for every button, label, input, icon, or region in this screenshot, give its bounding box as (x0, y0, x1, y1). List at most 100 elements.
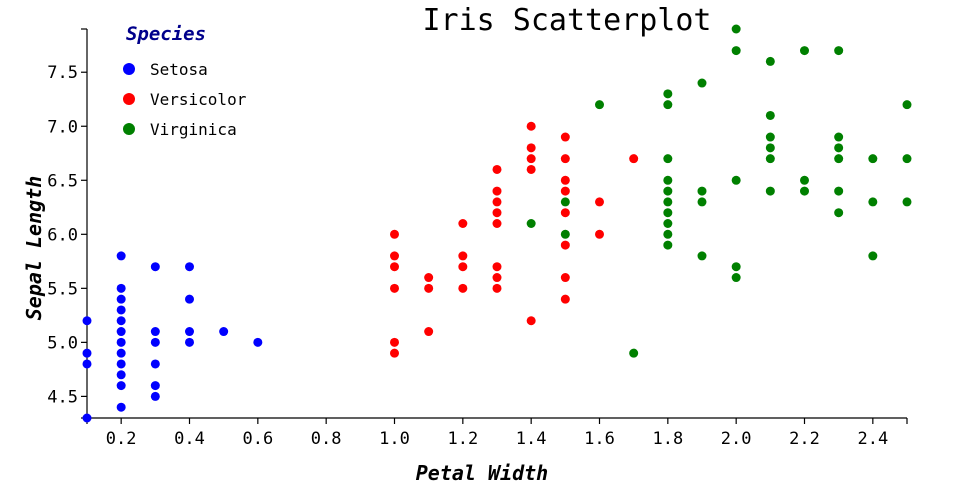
data-point-versicolor (560, 175, 570, 185)
data-point-setosa (116, 381, 126, 391)
data-point-virginica (902, 197, 912, 207)
data-point-virginica (629, 348, 639, 358)
data-point-virginica (560, 229, 570, 239)
x-tick-label: 0.6 (242, 429, 273, 449)
data-point-virginica (663, 154, 673, 164)
data-point-setosa (116, 337, 126, 347)
data-point-virginica (663, 208, 673, 218)
data-point-setosa (185, 262, 194, 272)
data-point-versicolor (390, 337, 399, 347)
data-point-versicolor (560, 273, 570, 283)
data-point-setosa (150, 381, 160, 391)
data-point-setosa (185, 294, 194, 304)
data-point-versicolor (390, 262, 399, 272)
data-point-setosa (150, 359, 160, 369)
data-point-virginica (731, 262, 741, 272)
data-point-setosa (185, 327, 194, 337)
x-tick-label: 1.4 (516, 429, 547, 449)
x-tick-label: 1.6 (584, 429, 615, 449)
data-point-virginica (595, 100, 604, 110)
data-point-virginica (834, 154, 844, 164)
series-versicolor (390, 121, 639, 358)
data-point-virginica (800, 46, 809, 56)
data-point-virginica (834, 143, 844, 153)
data-point-versicolor (458, 251, 468, 261)
x-tick-label: 0.4 (174, 429, 205, 449)
data-point-setosa (116, 251, 126, 261)
data-point-virginica (697, 186, 707, 196)
data-points (82, 24, 912, 423)
y-axis-ticks: 4.5 5.0 5.5 6.0 6.5 7.0 7.5 (47, 28, 87, 419)
data-point-virginica (765, 186, 775, 196)
x-tick-label: 1.2 (447, 429, 478, 449)
data-point-versicolor (595, 197, 604, 207)
data-point-versicolor (526, 164, 536, 174)
data-point-versicolor (526, 121, 536, 131)
data-point-setosa (116, 370, 126, 380)
y-tick-label: 7.0 (47, 117, 78, 137)
y-tick-label: 6.0 (47, 225, 78, 245)
data-point-versicolor (390, 283, 399, 293)
data-point-virginica (800, 186, 809, 196)
data-point-virginica (731, 46, 741, 56)
data-point-versicolor (492, 186, 502, 196)
data-point-setosa (116, 327, 126, 337)
legend: Species Setosa Versicolor Virginica (123, 23, 247, 139)
data-point-setosa (116, 305, 126, 315)
data-point-versicolor (492, 283, 502, 293)
data-point-versicolor (560, 240, 570, 250)
data-point-setosa (185, 337, 194, 347)
legend-label-virginica: Virginica (150, 120, 237, 139)
data-point-setosa (116, 316, 126, 326)
data-point-virginica (526, 219, 536, 228)
y-tick-label: 5.0 (47, 333, 78, 353)
data-point-virginica (834, 132, 844, 142)
data-point-virginica (731, 175, 741, 185)
data-point-versicolor (390, 348, 399, 358)
data-point-virginica (731, 273, 741, 283)
legend-marker-setosa (123, 63, 135, 75)
data-point-virginica (800, 175, 809, 185)
x-axis-label: Petal Width (416, 461, 548, 485)
data-point-versicolor (492, 164, 502, 174)
data-point-versicolor (424, 283, 434, 293)
data-point-versicolor (492, 208, 502, 218)
data-point-versicolor (526, 154, 536, 164)
data-point-setosa (82, 316, 92, 326)
y-tick-label: 6.5 (47, 171, 78, 191)
data-point-virginica (697, 251, 707, 261)
chart-title: Iris Scatterplot (423, 3, 712, 38)
data-point-virginica (834, 208, 844, 218)
data-point-virginica (765, 132, 775, 142)
data-point-setosa (82, 359, 92, 369)
data-point-versicolor (390, 251, 399, 261)
data-point-virginica (731, 24, 741, 34)
data-point-setosa (116, 402, 126, 412)
data-point-virginica (663, 219, 673, 228)
data-point-virginica (834, 186, 844, 196)
data-point-versicolor (492, 273, 502, 283)
data-point-versicolor (560, 132, 570, 142)
data-point-versicolor (560, 208, 570, 218)
data-point-setosa (219, 327, 229, 337)
data-point-virginica (663, 240, 673, 250)
data-point-setosa (116, 283, 126, 293)
data-point-virginica (697, 78, 707, 88)
data-point-virginica (868, 197, 878, 207)
data-point-versicolor (560, 154, 570, 164)
data-point-versicolor (526, 143, 536, 153)
y-tick-label: 7.5 (47, 63, 78, 83)
series-setosa (82, 251, 263, 423)
data-point-virginica (868, 251, 878, 261)
data-point-versicolor (595, 229, 604, 239)
data-point-virginica (663, 197, 673, 207)
data-point-setosa (150, 391, 160, 401)
data-point-setosa (116, 294, 126, 304)
data-point-versicolor (629, 154, 639, 164)
data-point-setosa (150, 337, 160, 347)
data-point-virginica (663, 100, 673, 110)
legend-label-versicolor: Versicolor (150, 90, 247, 109)
y-axis-label: Sepal Length (22, 176, 46, 321)
